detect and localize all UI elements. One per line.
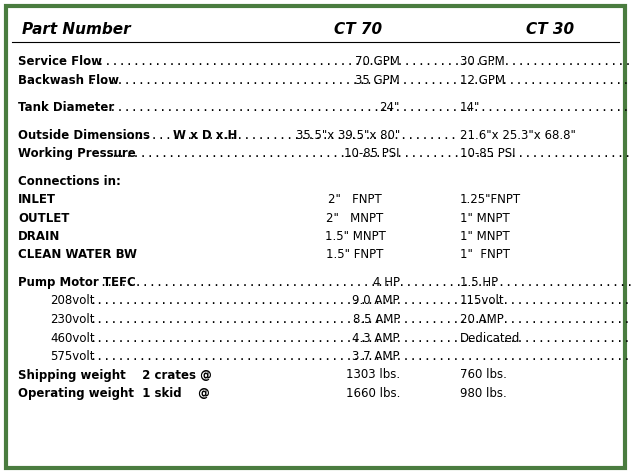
Text: ................................................................................: ........................................… xyxy=(99,276,631,289)
Text: 1.5 HP: 1.5 HP xyxy=(460,276,498,289)
Text: 2"   FNPT: 2" FNPT xyxy=(328,193,382,206)
Text: 14": 14" xyxy=(460,101,480,114)
Text: Part Number: Part Number xyxy=(22,22,131,37)
Text: 115volt: 115volt xyxy=(460,294,505,308)
Text: 208volt: 208volt xyxy=(50,294,95,308)
Text: 3.7 AMP: 3.7 AMP xyxy=(353,350,400,363)
Text: CT 30: CT 30 xyxy=(526,22,574,37)
Text: 1.5" MNPT: 1.5" MNPT xyxy=(324,230,386,243)
Text: ................................................................................: ........................................… xyxy=(89,294,631,308)
Text: ................................................................................: ........................................… xyxy=(104,147,631,160)
Text: DRAIN: DRAIN xyxy=(18,230,61,243)
Text: Working Pressure: Working Pressure xyxy=(18,147,136,160)
Text: 1" MNPT: 1" MNPT xyxy=(460,230,510,243)
Text: Backwash Flow: Backwash Flow xyxy=(18,73,119,86)
Text: Outside Dimensions: Outside Dimensions xyxy=(18,128,150,142)
Text: OUTLET: OUTLET xyxy=(18,211,69,225)
Text: 12 GPM: 12 GPM xyxy=(460,73,505,86)
Text: CLEAN WATER BW: CLEAN WATER BW xyxy=(18,248,137,262)
Text: 760 lbs.: 760 lbs. xyxy=(460,368,507,382)
Text: 10-85 PSI: 10-85 PSI xyxy=(345,147,400,160)
Text: 20 AMP: 20 AMP xyxy=(460,313,504,326)
Text: 21.6"x 25.3"x 68.8": 21.6"x 25.3"x 68.8" xyxy=(460,128,576,142)
Text: 1" MNPT: 1" MNPT xyxy=(460,211,510,225)
Text: Shipping weight    2 crates @: Shipping weight 2 crates @ xyxy=(18,368,212,382)
Text: ................................................................................: ........................................… xyxy=(88,73,631,86)
Text: 9.0 AMP: 9.0 AMP xyxy=(353,294,400,308)
Text: 4 HP: 4 HP xyxy=(373,276,400,289)
Text: ................................................................................: ........................................… xyxy=(89,331,631,345)
Text: ................................................................................: ........................................… xyxy=(89,350,631,363)
Text: 70 GPM: 70 GPM xyxy=(355,55,400,68)
Text: 2"   MNPT: 2" MNPT xyxy=(326,211,384,225)
Text: 980 lbs.: 980 lbs. xyxy=(460,387,507,400)
Text: Service Flow: Service Flow xyxy=(18,55,102,68)
Text: Operating weight  1 skid    @: Operating weight 1 skid @ xyxy=(18,387,210,400)
Text: 575volt: 575volt xyxy=(50,350,95,363)
Text: 24": 24" xyxy=(380,101,400,114)
Text: ................................................................................: ........................................… xyxy=(89,313,631,326)
Text: CT 70: CT 70 xyxy=(334,22,382,37)
Text: 30 GPM: 30 GPM xyxy=(460,55,505,68)
Text: 35 GPM: 35 GPM xyxy=(355,73,400,86)
Text: 35.5"x 39.5"x 80": 35.5"x 39.5"x 80" xyxy=(296,128,400,142)
Text: .................................: ................................. xyxy=(222,128,457,142)
Text: 230volt: 230volt xyxy=(50,313,95,326)
Text: 460volt: 460volt xyxy=(50,331,95,345)
Text: Tank Diameter: Tank Diameter xyxy=(18,101,114,114)
Text: 1"  FNPT: 1" FNPT xyxy=(460,248,510,262)
Text: 8.5 AMP: 8.5 AMP xyxy=(353,313,400,326)
Text: INLET: INLET xyxy=(18,193,56,206)
Text: W x D x H: W x D x H xyxy=(173,128,237,142)
Text: 1303 lbs.: 1303 lbs. xyxy=(346,368,400,382)
Text: Pump Motor TEFC: Pump Motor TEFC xyxy=(18,276,136,289)
Text: 4.3 AMP: 4.3 AMP xyxy=(353,331,400,345)
Text: 1660 lbs.: 1660 lbs. xyxy=(346,387,400,400)
Text: 1.5" FNPT: 1.5" FNPT xyxy=(326,248,384,262)
Text: Connections in:: Connections in: xyxy=(18,174,121,188)
Text: 1.25"FNPT: 1.25"FNPT xyxy=(460,193,521,206)
Text: ................................................................................: ........................................… xyxy=(88,101,631,114)
Text: .................: ................. xyxy=(115,128,236,142)
Text: 10-85 PSI: 10-85 PSI xyxy=(460,147,516,160)
Text: Dedicated: Dedicated xyxy=(460,331,521,345)
Text: ................................................................................: ........................................… xyxy=(83,55,631,68)
